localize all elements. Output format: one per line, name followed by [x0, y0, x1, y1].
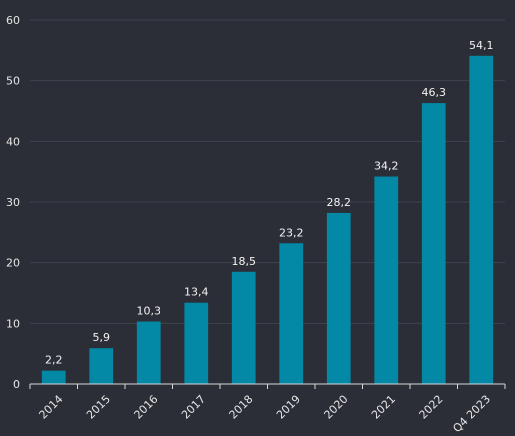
bar-2020[interactable] [326, 212, 351, 384]
x-tick-label: Q4 2023 [450, 393, 493, 436]
x-tick-label: 2019 [274, 393, 303, 422]
bar-2021[interactable] [374, 176, 399, 384]
x-tick-label: 2018 [227, 393, 256, 422]
bar-2016[interactable] [136, 321, 161, 384]
data-label: 28,2 [327, 196, 352, 209]
bar-2015[interactable] [89, 348, 114, 384]
bar-2017[interactable] [184, 302, 209, 384]
data-label: 2,2 [45, 354, 63, 367]
x-tick-label: 2017 [179, 393, 208, 422]
y-tick-label: 0 [13, 378, 20, 391]
data-label: 34,2 [374, 160, 399, 173]
y-tick-label: 20 [6, 257, 20, 270]
bar-q4-2023[interactable] [469, 55, 494, 384]
bar-2018[interactable] [231, 271, 256, 384]
bars-layer [41, 55, 494, 384]
x-tick-label: 2022 [417, 393, 446, 422]
x-tick-label: 2016 [132, 393, 161, 422]
x-tick-label: 2014 [37, 393, 66, 422]
y-tick-label: 40 [6, 135, 20, 148]
y-tick-label: 50 [6, 75, 20, 88]
data-label: 46,3 [422, 86, 447, 99]
y-tick-label: 10 [6, 317, 20, 330]
y-tick-label: 60 [6, 14, 20, 27]
axis-layer: 0 10 20 30 40 50 60 2014 2015 2016 2017 2018 2019 202… [6, 14, 506, 436]
data-label: 5,9 [93, 331, 111, 344]
bar-2014[interactable] [41, 370, 66, 384]
data-label: 10,3 [137, 305, 162, 318]
x-tick-label: 2021 [369, 393, 398, 422]
data-label: 18,5 [232, 255, 257, 268]
bar-2022[interactable] [421, 103, 446, 384]
data-labels-layer: 2,2 5,9 10,3 13,4 18,5 23,2 28,2 34,2 46,3 54,1 [45, 39, 494, 367]
data-label: 13,4 [184, 286, 209, 299]
y-tick-label: 30 [6, 196, 20, 209]
data-label: 23,2 [279, 226, 304, 239]
data-label: 54,1 [469, 39, 494, 52]
bar-2019[interactable] [279, 243, 304, 384]
x-tick-label: 2015 [84, 393, 113, 422]
x-tick-label: 2020 [322, 393, 351, 422]
